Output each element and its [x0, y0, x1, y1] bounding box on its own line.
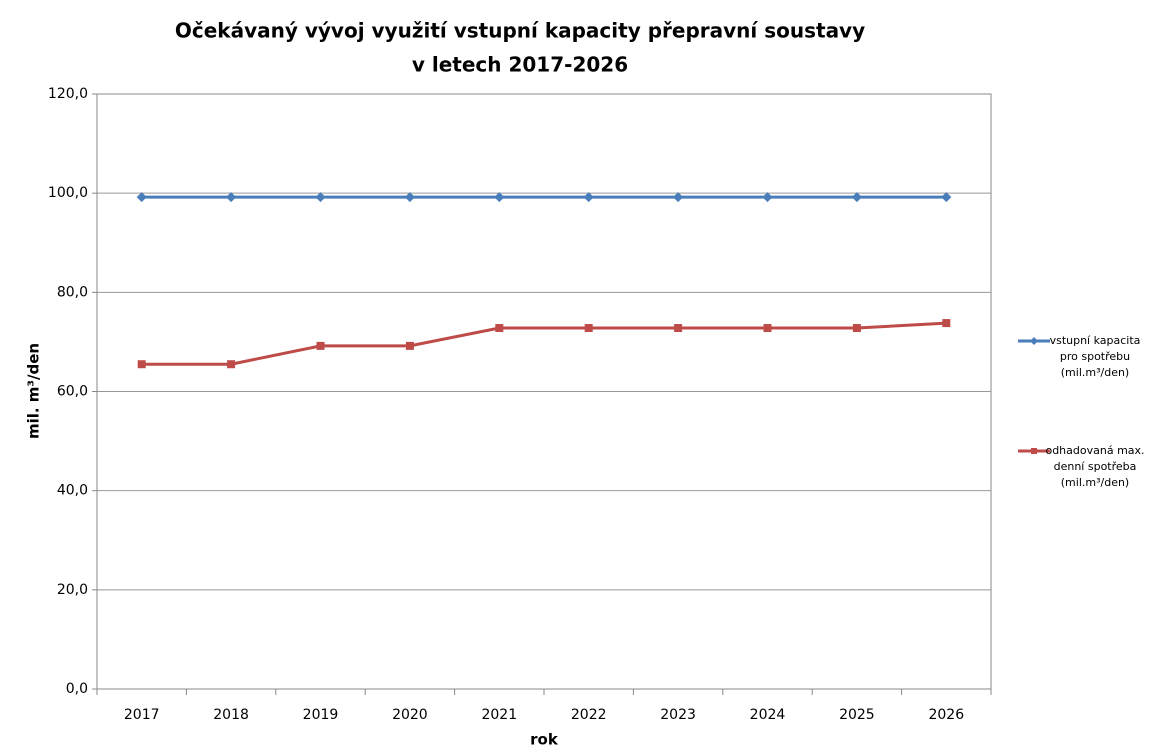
y-tick-label: 100,0: [48, 185, 88, 201]
marker: [137, 360, 146, 369]
marker: [227, 360, 236, 369]
y-axis-label: mil. m³/den: [25, 343, 43, 439]
x-axis-label: rok: [530, 731, 559, 749]
marker: [404, 192, 415, 203]
x-tick-label: 2020: [392, 707, 428, 723]
marker: [1030, 337, 1038, 345]
y-tick-label: 20,0: [57, 582, 88, 598]
marker: [1031, 448, 1037, 454]
x-tick-label: 2021: [481, 707, 517, 723]
x-tick-label: 2018: [213, 707, 249, 723]
chart-title: v letech 2017-2026: [412, 53, 628, 77]
marker: [583, 192, 594, 203]
marker: [405, 341, 414, 350]
x-tick-label: 2025: [839, 707, 875, 723]
marker: [941, 192, 952, 203]
marker: [315, 192, 326, 203]
marker: [226, 192, 237, 203]
legend-label: vstupní kapacita pro spotřebu (mil.m³/de…: [1049, 334, 1141, 379]
x-tick-label: 2024: [750, 707, 786, 723]
marker: [494, 192, 505, 203]
marker: [851, 192, 862, 203]
y-tick-label: 80,0: [57, 284, 88, 300]
y-tick-label: 60,0: [57, 384, 88, 400]
x-tick-label: 2017: [124, 707, 160, 723]
x-tick-label: 2019: [303, 707, 339, 723]
marker: [942, 319, 951, 328]
chart-title: Očekávaný vývoj využití vstupní kapacity…: [175, 19, 865, 43]
marker: [674, 324, 683, 333]
y-tick-label: 40,0: [57, 483, 88, 499]
marker: [136, 192, 147, 203]
legend-label: odhadovaná max. denní spotřeba (mil.m³/d…: [1045, 444, 1145, 489]
y-tick-label: 0,0: [66, 681, 88, 697]
marker: [584, 324, 593, 333]
marker: [673, 192, 684, 203]
x-tick-label: 2022: [571, 707, 607, 723]
y-tick-label: 120,0: [48, 86, 88, 102]
marker: [763, 324, 772, 333]
marker: [852, 324, 861, 333]
marker: [495, 324, 504, 333]
x-tick-label: 2026: [928, 707, 964, 723]
marker: [762, 192, 773, 203]
series-line: [141, 321, 947, 366]
marker: [316, 341, 325, 350]
x-tick-label: 2023: [660, 707, 696, 723]
